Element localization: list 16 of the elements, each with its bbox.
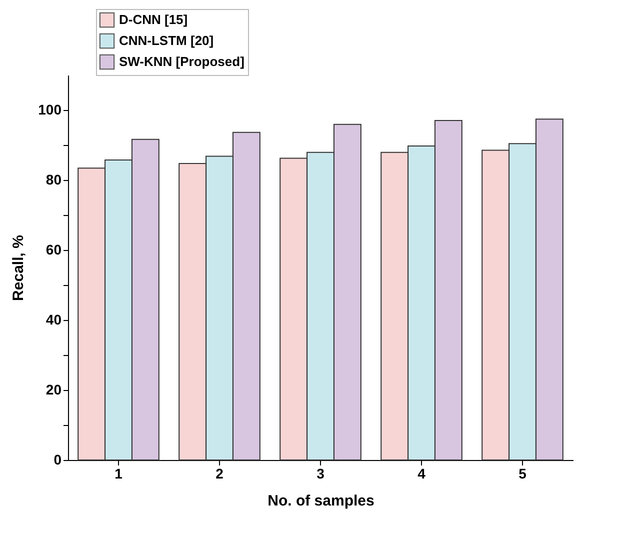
y-tick-label: 40 xyxy=(46,312,62,328)
x-tick-label: 5 xyxy=(518,466,527,482)
x-tick-label: 2 xyxy=(216,466,224,482)
y-tick-label: 80 xyxy=(46,172,62,188)
legend-label: SW-KNN [Proposed] xyxy=(119,54,244,69)
x-tick-label: 1 xyxy=(114,466,123,482)
x-tick-label: 3 xyxy=(316,466,325,482)
y-axis-title: Recall, % xyxy=(10,235,28,301)
y-tick-label: 20 xyxy=(46,382,62,398)
legend-label: D-CNN [15] xyxy=(119,12,188,27)
x-axis-title: No. of samples xyxy=(268,492,374,510)
y-tick-label: 100 xyxy=(38,102,62,118)
legend-label: CNN-LSTM [20] xyxy=(119,33,214,48)
y-tick-label: 0 xyxy=(54,452,62,468)
x-tick-label: 4 xyxy=(418,466,426,482)
y-tick-label: 60 xyxy=(46,242,62,258)
